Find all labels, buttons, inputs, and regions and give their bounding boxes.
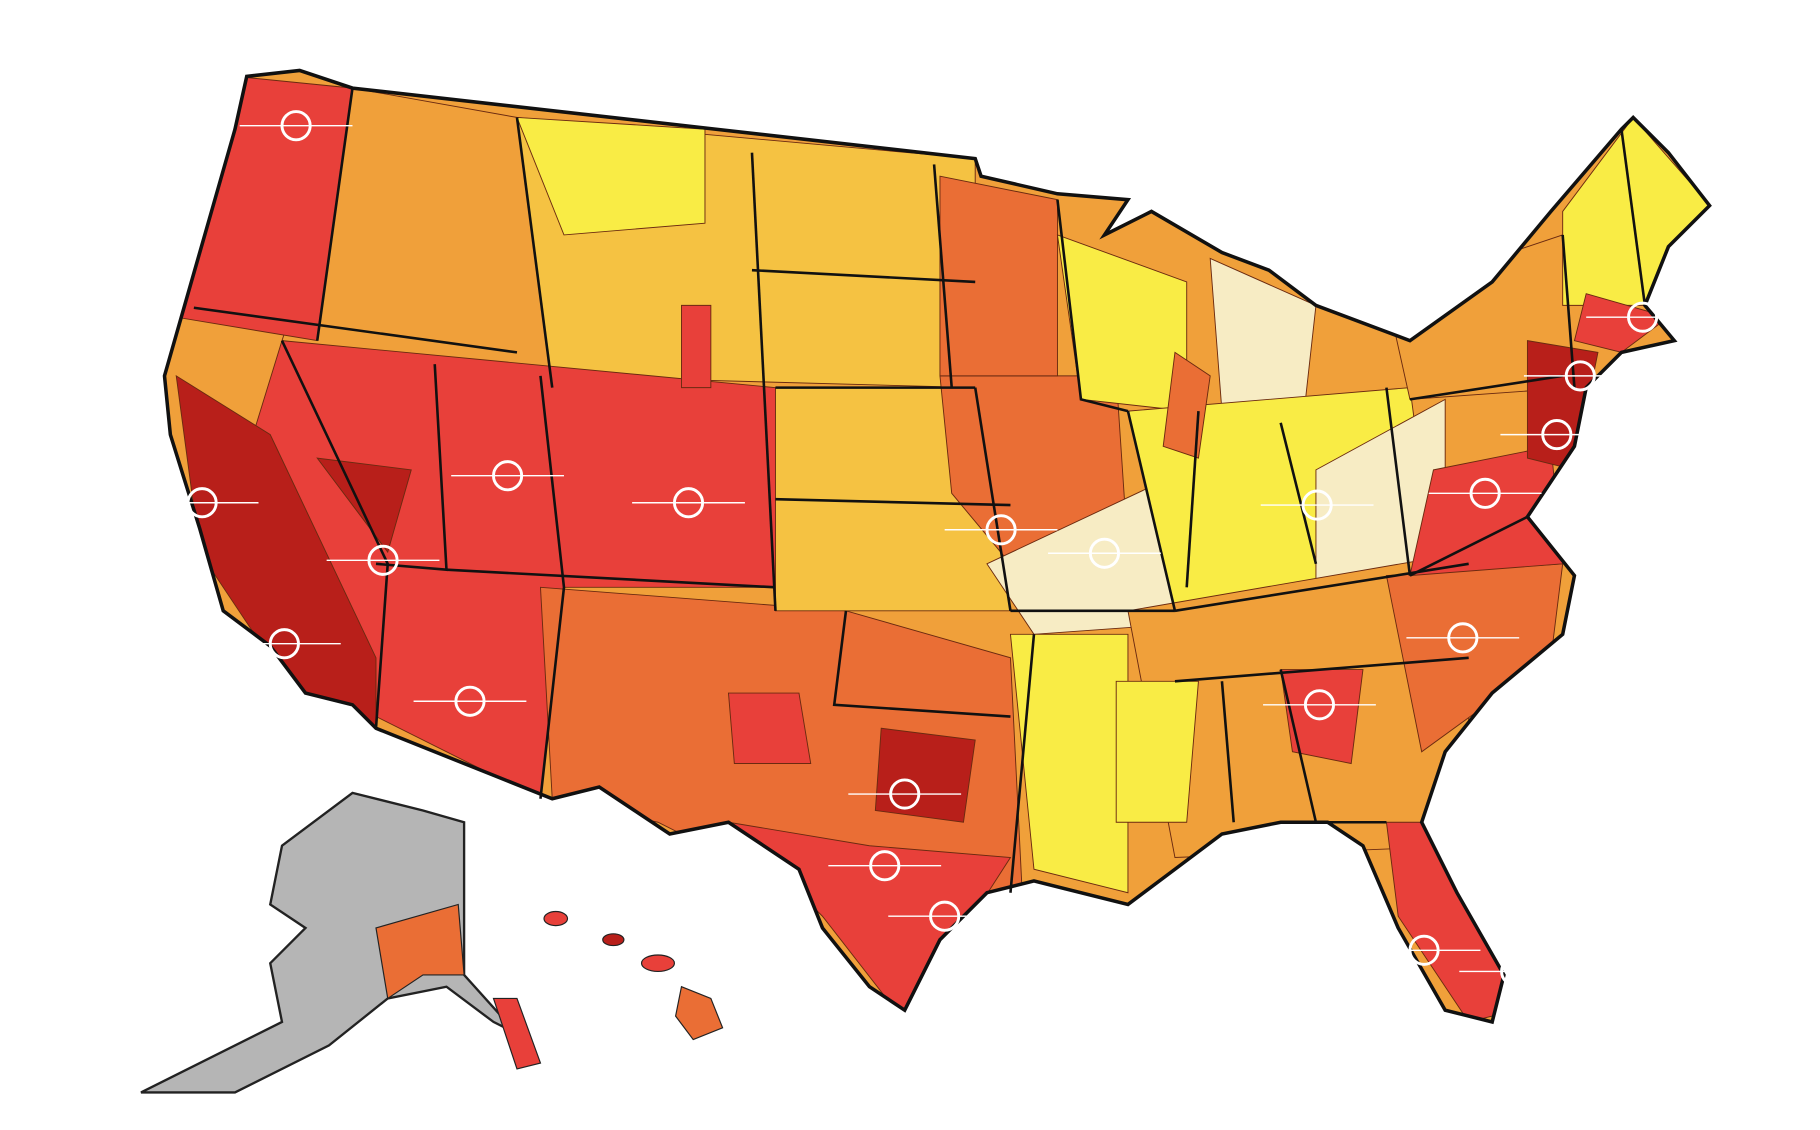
map-region bbox=[1562, 116, 1710, 306]
hawaii-island bbox=[602, 933, 625, 947]
state-border bbox=[1620, 129, 1647, 306]
state-border bbox=[1279, 422, 1318, 565]
marker-ring[interactable] bbox=[869, 850, 901, 882]
map-marker[interactable] bbox=[888, 900, 1002, 932]
state-border bbox=[1561, 234, 1576, 388]
state-border bbox=[775, 497, 1011, 507]
map-marker[interactable] bbox=[848, 778, 962, 810]
map-region bbox=[1385, 821, 1517, 1022]
marker-ring[interactable] bbox=[454, 685, 486, 717]
state-border bbox=[1409, 374, 1563, 401]
state-border bbox=[1056, 199, 1129, 413]
marker-ring[interactable] bbox=[929, 900, 961, 932]
marker-ring[interactable] bbox=[367, 544, 399, 576]
hawaii-island bbox=[674, 985, 724, 1041]
map-marker[interactable] bbox=[1459, 955, 1573, 987]
map-region bbox=[727, 692, 812, 764]
us-outline bbox=[162, 68, 1712, 1025]
map-region bbox=[939, 175, 1058, 377]
marker-ring[interactable] bbox=[1408, 934, 1440, 966]
map-marker[interactable] bbox=[239, 110, 353, 142]
map-marker[interactable] bbox=[632, 487, 745, 519]
marker-ring[interactable] bbox=[280, 110, 312, 142]
map-marker[interactable] bbox=[828, 850, 942, 882]
map-marker[interactable] bbox=[1260, 489, 1374, 521]
map-marker[interactable] bbox=[1586, 301, 1699, 333]
map-marker[interactable] bbox=[1367, 934, 1481, 966]
hawaii-island bbox=[640, 954, 676, 973]
state-border bbox=[751, 268, 976, 284]
state-borders bbox=[193, 87, 1647, 893]
map-marker[interactable] bbox=[1500, 419, 1614, 451]
marker-ring[interactable] bbox=[1469, 477, 1501, 509]
state-border bbox=[932, 164, 953, 388]
state-border bbox=[973, 387, 1012, 612]
marker-ring[interactable] bbox=[1088, 537, 1121, 569]
map-region bbox=[316, 457, 412, 554]
map-marker[interactable] bbox=[944, 514, 1058, 546]
map-region bbox=[1526, 340, 1599, 471]
map-marker[interactable] bbox=[1406, 622, 1520, 654]
hawaii bbox=[543, 910, 724, 1041]
state-border bbox=[193, 306, 518, 354]
state-border bbox=[1409, 515, 1529, 577]
state-border bbox=[1126, 410, 1177, 612]
marker-ring[interactable] bbox=[1627, 301, 1659, 333]
state-border bbox=[1174, 656, 1469, 683]
map-marker[interactable] bbox=[1523, 360, 1637, 392]
map-marker[interactable] bbox=[451, 460, 564, 492]
state-border bbox=[315, 87, 354, 341]
marker-ring[interactable] bbox=[186, 487, 218, 519]
alaska-region bbox=[375, 903, 465, 1000]
state-border bbox=[1279, 669, 1318, 823]
map-region bbox=[1280, 669, 1364, 765]
map-region bbox=[516, 116, 706, 236]
state-border bbox=[1185, 411, 1200, 588]
state-border bbox=[539, 375, 566, 799]
alaska-panhandle bbox=[492, 997, 542, 1070]
map-region bbox=[874, 727, 976, 823]
map-region bbox=[1009, 633, 1129, 894]
map-marker[interactable] bbox=[326, 544, 440, 576]
map-region bbox=[681, 304, 712, 389]
state-border bbox=[832, 610, 1011, 718]
map-marker[interactable] bbox=[145, 487, 259, 519]
marker-ring[interactable] bbox=[1303, 689, 1336, 721]
marker-ring[interactable] bbox=[1564, 360, 1596, 392]
map-region bbox=[1115, 680, 1199, 823]
marker-ring[interactable] bbox=[889, 778, 921, 810]
marker-ring[interactable] bbox=[1541, 419, 1573, 451]
map-region bbox=[1409, 445, 1564, 577]
state-border bbox=[1220, 681, 1235, 823]
map-region bbox=[1162, 351, 1211, 459]
map-marker[interactable] bbox=[227, 628, 341, 660]
state-border bbox=[515, 117, 554, 388]
marker-ring[interactable] bbox=[672, 487, 705, 519]
marker-ring[interactable] bbox=[1447, 622, 1479, 654]
marker-ring[interactable] bbox=[268, 628, 300, 660]
marker-ring[interactable] bbox=[1500, 955, 1532, 987]
state-border bbox=[750, 152, 777, 611]
map-marker[interactable] bbox=[413, 685, 527, 717]
state-border bbox=[1009, 634, 1036, 893]
hawaii-island bbox=[543, 910, 569, 927]
map-marker[interactable] bbox=[1048, 537, 1161, 569]
marker-ring[interactable] bbox=[985, 514, 1017, 546]
map-marker[interactable] bbox=[1263, 689, 1376, 721]
state-border bbox=[446, 568, 776, 589]
marker-ring[interactable] bbox=[492, 460, 524, 492]
marker-layer bbox=[145, 110, 1699, 987]
state-border bbox=[1385, 387, 1412, 576]
marker-ring[interactable] bbox=[1301, 489, 1333, 521]
map-marker[interactable] bbox=[1428, 477, 1542, 509]
